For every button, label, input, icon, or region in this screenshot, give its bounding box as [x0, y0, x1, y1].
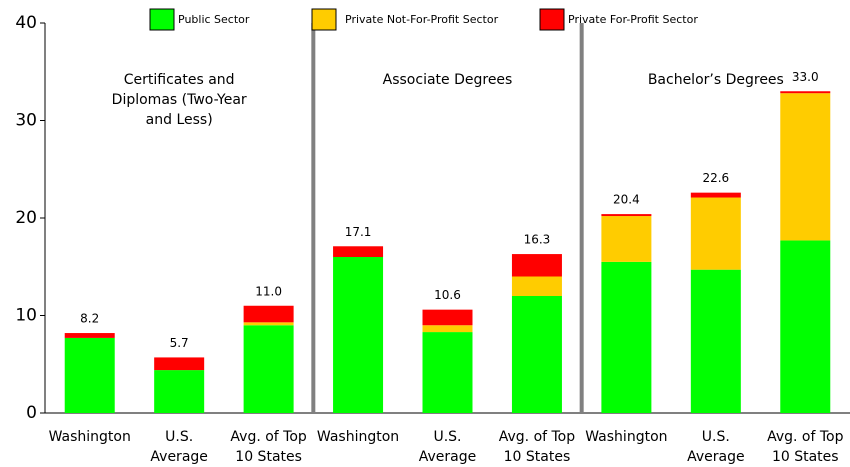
bar-segment [690, 192, 741, 198]
value-label: 5.7 [170, 336, 189, 350]
value-label: 20.4 [613, 193, 640, 207]
bar-segment [601, 214, 652, 217]
x-tick-label: Average [150, 449, 208, 465]
bar-segment [154, 370, 205, 413]
bar-segment [601, 261, 652, 413]
bar-segment [511, 276, 562, 296]
y-tick-label: 0 [26, 403, 37, 423]
y-tick-label: 40 [15, 13, 37, 33]
bar-segment [243, 325, 294, 413]
x-tick-label: Avg. of Top [767, 429, 844, 445]
x-tick-label: Washington [317, 429, 399, 445]
y-tick-label: 20 [15, 208, 37, 228]
y-tick-label: 30 [15, 111, 37, 131]
bar-segment [780, 93, 831, 241]
bar-segment [780, 240, 831, 413]
bar-segment [333, 246, 384, 257]
bar-segment [154, 357, 205, 371]
group-title: Bachelor’s Degrees [648, 72, 784, 88]
value-label: 17.1 [345, 225, 372, 239]
value-label: 22.6 [702, 171, 729, 185]
bar-segment [690, 269, 741, 413]
bar-segment [511, 254, 562, 277]
legend-swatch [311, 8, 337, 31]
x-tick-label: Average [687, 449, 745, 465]
group-title: Associate Degrees [383, 72, 513, 88]
y-tick-label: 10 [15, 306, 37, 326]
bar-segment [422, 332, 473, 413]
bar-segment [333, 257, 384, 413]
x-tick-label: 10 States [772, 449, 839, 465]
legend-label: Private Not-For-Profit Sector [345, 13, 499, 26]
bar-segment [422, 309, 473, 326]
x-tick-label: Washington [49, 429, 131, 445]
group-title: Diplomas (Two-Year [112, 92, 247, 108]
bar-segment [690, 197, 741, 270]
bar-segment [780, 91, 831, 94]
legend-swatch [149, 8, 175, 31]
bar-segment [64, 333, 115, 338]
x-tick-label: Avg. of Top [499, 429, 576, 445]
x-tick-label: U.S. [702, 429, 730, 445]
value-label: 11.0 [255, 284, 282, 298]
bar-segment [243, 305, 294, 323]
x-tick-label: 10 States [504, 449, 571, 465]
legend-swatch [539, 8, 565, 31]
x-tick-label: U.S. [433, 429, 461, 445]
legend-label: Public Sector [178, 13, 250, 26]
value-label: 8.2 [80, 312, 99, 326]
x-tick-label: Avg. of Top [230, 429, 307, 445]
bar-segment [243, 322, 294, 326]
legend-label: Private For-Profit Sector [568, 13, 698, 26]
group-title: and Less) [146, 112, 213, 128]
group-title: Certificates and [124, 72, 235, 88]
bar-segment [64, 337, 115, 413]
x-tick-label: Washington [585, 429, 667, 445]
bar-segment [422, 325, 473, 333]
x-tick-label: 10 States [235, 449, 302, 465]
bar-segment [601, 216, 652, 262]
x-tick-label: U.S. [165, 429, 193, 445]
value-label: 33.0 [792, 70, 819, 84]
value-label: 10.6 [434, 288, 461, 302]
value-label: 16.3 [524, 233, 551, 247]
bar-segment [511, 296, 562, 413]
x-tick-label: Average [419, 449, 477, 465]
